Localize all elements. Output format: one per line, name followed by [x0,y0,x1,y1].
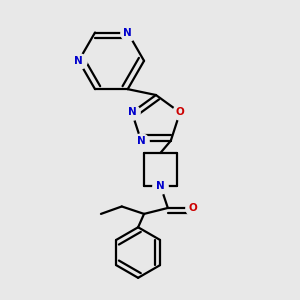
Text: N: N [74,56,83,66]
Text: N: N [156,181,165,191]
Text: O: O [189,203,197,213]
Text: O: O [176,107,184,118]
Text: N: N [137,136,146,146]
Text: N: N [123,28,132,38]
Text: N: N [128,107,136,118]
